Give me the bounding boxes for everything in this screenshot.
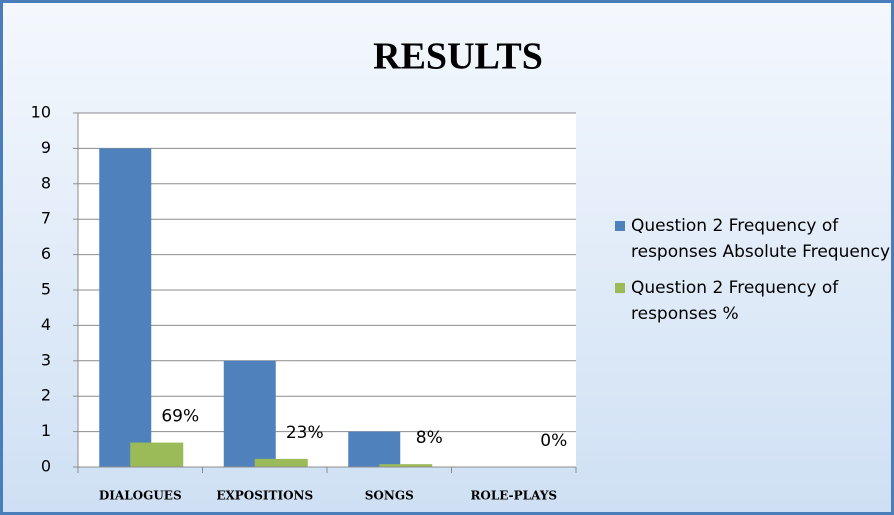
- bar: [99, 148, 152, 467]
- data-label: 23%: [286, 423, 324, 443]
- y-tick-label: 8: [41, 173, 51, 192]
- legend-label: Question 2 Frequency of responses Absolu…: [631, 216, 891, 262]
- legend-swatch: [615, 283, 625, 293]
- x-tick-label: SONGS: [365, 489, 414, 503]
- chart: RESULTS 0 1 2 3 4 5 6 7 8 9 10 DIALOGUES 69% EXPOSITI…: [31, 36, 577, 503]
- y-tick-label: 6: [41, 244, 51, 263]
- bar: [254, 458, 308, 467]
- y-tick-label: 2: [41, 386, 51, 405]
- y-tick-label: 9: [41, 138, 51, 157]
- data-label: 69%: [161, 407, 199, 427]
- bar: [348, 431, 401, 467]
- legend-label: Question 2 Frequency of responses %: [631, 278, 839, 324]
- bar: [130, 442, 184, 467]
- y-tick-label: 0: [41, 457, 51, 476]
- y-tick-label: 7: [41, 209, 51, 228]
- legend-item: Question 2 Frequency of responses Absolu…: [615, 213, 890, 265]
- y-tick-label: 5: [41, 280, 51, 299]
- x-tick-label: ROLE-PLAYS: [470, 489, 557, 503]
- bar: [379, 464, 433, 467]
- bar: [223, 360, 276, 467]
- y-tick-label: 10: [31, 103, 51, 122]
- chart-title: RESULTS: [373, 36, 543, 78]
- y-tick-label: 1: [41, 421, 51, 440]
- y-tick-label: 4: [41, 315, 51, 334]
- data-label: 0%: [540, 431, 567, 451]
- legend-swatch: [615, 221, 625, 231]
- y-tick-label: 3: [41, 350, 51, 369]
- data-label: 8%: [416, 428, 443, 448]
- legend-item: Question 2 Frequency of responses %: [615, 275, 890, 327]
- legend: Question 2 Frequency of responses Absolu…: [615, 213, 890, 337]
- x-tick-label: DIALOGUES: [99, 489, 182, 503]
- x-tick-label: EXPOSITIONS: [216, 489, 313, 503]
